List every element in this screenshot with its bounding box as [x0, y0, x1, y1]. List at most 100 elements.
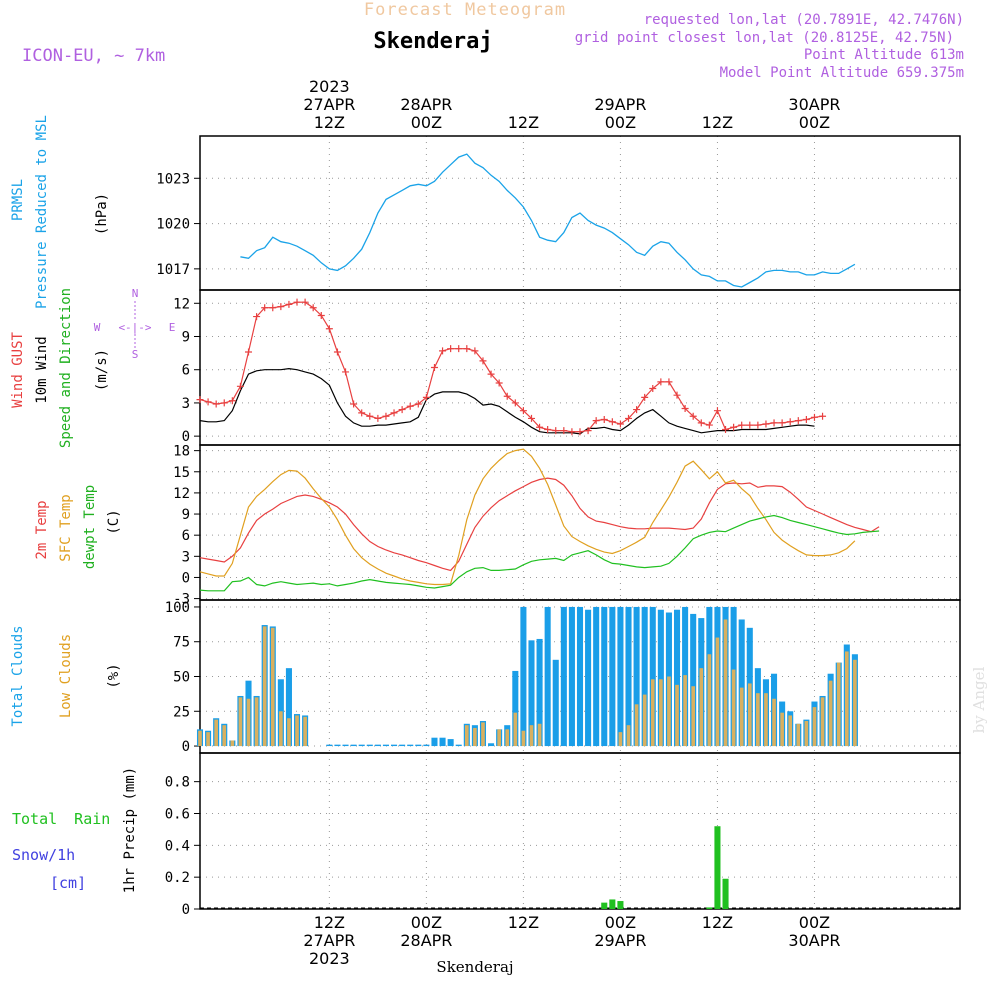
- watermark: by Angel: [970, 666, 988, 733]
- low-cloud-bar: [747, 683, 752, 747]
- gust-marker: [325, 325, 333, 333]
- total-cloud-bar: [617, 606, 624, 747]
- low-cloud-bar: [675, 684, 679, 747]
- gust-marker: [697, 419, 705, 427]
- precip-side-labels: Total Rain Snow/1h [cm] 1hr Precip (mm): [12, 767, 138, 893]
- total-cloud-bar: [520, 606, 527, 747]
- wind10m-line: [199, 367, 815, 435]
- gust-marker: [657, 378, 665, 386]
- low-cloud-bar: [650, 679, 655, 747]
- gust-marker: [471, 347, 479, 355]
- total-cloud-bar: [415, 744, 422, 747]
- gust-line: [199, 301, 823, 433]
- gust-marker: [673, 391, 681, 399]
- gust-marker: [786, 418, 794, 426]
- precip-frame: [199, 752, 961, 910]
- total-cloud-bar: [512, 670, 519, 747]
- temperature-ytick-label: 6: [182, 528, 190, 544]
- low-cloud-bar: [214, 719, 218, 747]
- precip-panel: 0 0.2 0.4 0.6 0.8: [165, 752, 961, 918]
- rain-bar: [609, 899, 616, 909]
- temperature-ytick-label: 12: [173, 486, 190, 502]
- rain-label: Total Rain: [12, 810, 110, 828]
- precip-ytick-label: 0.4: [165, 838, 190, 854]
- gust-marker: [819, 412, 827, 420]
- gust-marker: [196, 396, 204, 404]
- gust-marker: [762, 420, 770, 428]
- low-cloud-bar: [270, 627, 275, 747]
- gust-marker: [778, 419, 786, 427]
- gust-marker: [285, 300, 293, 308]
- total-cloud-bar: [673, 609, 681, 747]
- snow-label: Snow/1h: [12, 846, 75, 864]
- total-cloud-bar: [407, 744, 414, 747]
- gust-marker: [584, 427, 592, 435]
- low-cloud-bar: [731, 669, 736, 747]
- low-cloud-bar: [796, 723, 801, 747]
- rain-bar: [722, 878, 729, 909]
- gust-marker: [342, 368, 350, 376]
- total-cloud-bar: [544, 606, 551, 747]
- total-cloud-bar: [455, 744, 462, 747]
- bottom-time-label: 28APR: [400, 931, 452, 950]
- gust-marker: [738, 421, 746, 429]
- pressure-ytick-label: 1023: [156, 171, 190, 187]
- total-cloud-bar: [366, 744, 373, 747]
- footer-location: Skenderaj: [436, 958, 513, 976]
- total-cloud-bar: [431, 737, 438, 747]
- gust-marker: [665, 378, 673, 386]
- low-cloud-bar: [804, 721, 809, 747]
- wind-ytick-label: 6: [182, 363, 190, 379]
- gust-marker: [560, 427, 568, 435]
- temperature-ytick-label: 18: [173, 444, 190, 460]
- top-time-label: 12Z: [314, 113, 345, 132]
- precip-ytick-label: 0.6: [165, 806, 190, 822]
- gust-marker: [730, 423, 738, 431]
- low-cloud-bar: [287, 718, 291, 747]
- t2m-line: [199, 477, 880, 572]
- low-cloud-bar: [198, 730, 202, 747]
- total-cloud-bar: [423, 744, 430, 747]
- low-cloud-bar: [634, 704, 639, 747]
- low-cloud-bar: [788, 715, 793, 747]
- gust-marker: [794, 417, 802, 425]
- precip-unit: 1hr Precip (mm): [122, 767, 138, 893]
- total-cloud-bar: [568, 606, 575, 747]
- wind-ytick-label: 12: [173, 296, 190, 312]
- gust-marker: [713, 407, 721, 415]
- top-time-label: 28APR: [400, 95, 452, 114]
- plot-area: 101710201023036912-303691215180255075100…: [156, 77, 961, 968]
- wind-dir-label: Speed and Direction: [58, 288, 74, 448]
- compass-east: E: [169, 321, 176, 334]
- precip-ytick-label: 0.2: [165, 870, 190, 886]
- wind-frame: [199, 289, 961, 446]
- total-cloud-bar: [625, 606, 632, 747]
- total-cloud-bar: [560, 606, 567, 747]
- bottom-time-label: 27APR: [303, 931, 355, 950]
- low-cloud-bar: [723, 619, 728, 747]
- gust-marker: [568, 428, 576, 436]
- gust-marker: [495, 379, 503, 387]
- pressure-unit: (hPa): [94, 193, 110, 235]
- low-cloud-bar: [683, 675, 687, 747]
- gust-marker: [576, 428, 584, 436]
- total-cloud-bar: [391, 744, 398, 747]
- top-time-label: 29APR: [594, 95, 646, 114]
- total-cloud-bar: [350, 744, 357, 747]
- rain-bar: [601, 902, 608, 909]
- total-cloud-bar: [649, 606, 656, 747]
- gust-marker: [333, 348, 341, 356]
- gust-marker: [649, 385, 657, 393]
- gust-marker: [220, 399, 228, 407]
- gust-marker: [689, 412, 697, 420]
- gust-marker: [810, 413, 818, 421]
- low-cloud-bar: [707, 654, 712, 747]
- wind-ytick-label: 0: [182, 429, 190, 445]
- precip-ytick-label: 0: [182, 902, 190, 918]
- gust-marker: [616, 420, 624, 428]
- total-cloud-bar: [334, 744, 341, 747]
- gust-marker: [552, 427, 560, 435]
- total-cloud-bar: [609, 606, 616, 747]
- top-time-label: 27APR: [303, 95, 355, 114]
